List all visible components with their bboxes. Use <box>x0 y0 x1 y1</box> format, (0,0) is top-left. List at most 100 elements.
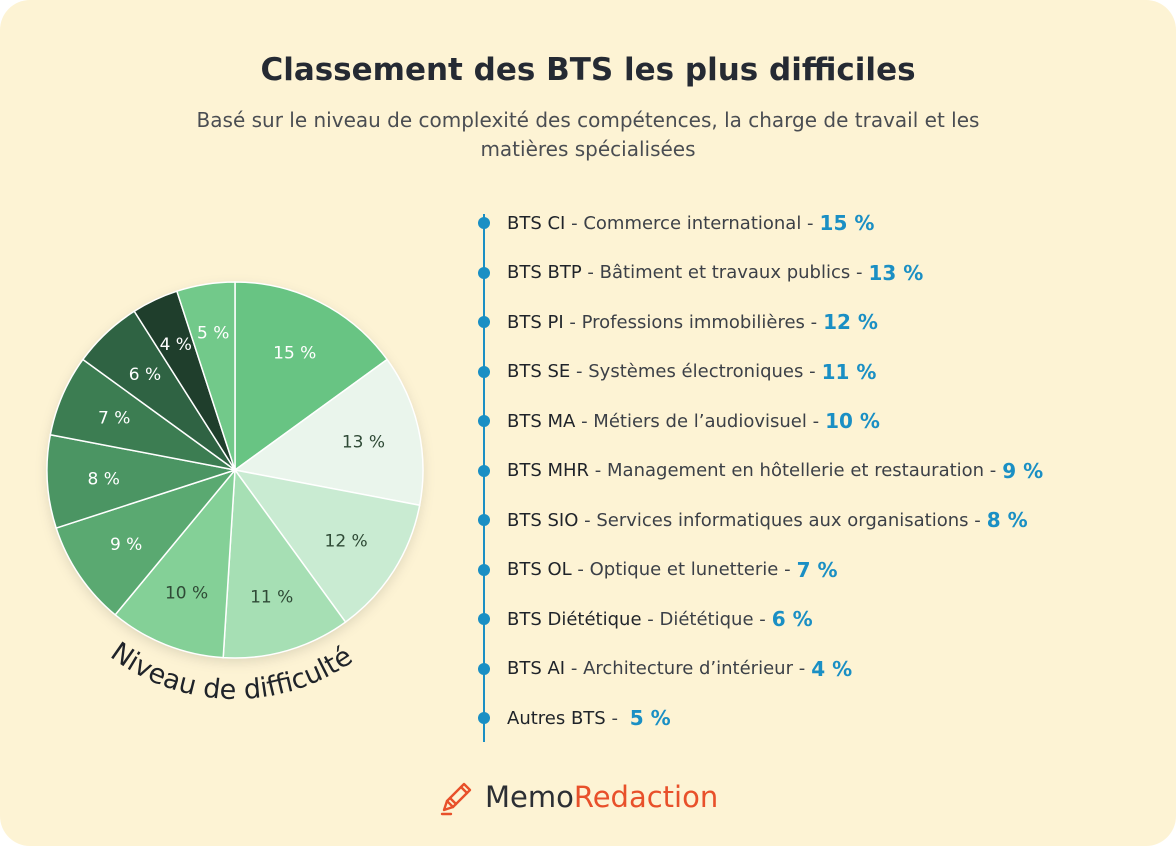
legend-code: BTS SIO <box>507 509 579 531</box>
bullet-dot <box>478 365 490 378</box>
legend-code: BTS CI <box>507 212 566 234</box>
legend-separator: - <box>778 559 791 580</box>
pie-slice-label: 9 % <box>110 535 142 555</box>
legend-separator: - <box>968 509 981 531</box>
legend-item: BTS PI - Professions immobilières -12 % <box>478 310 878 334</box>
legend-item: BTS SIO - Services informatiques aux org… <box>478 508 1028 532</box>
legend-item: BTS OL - Optique et lunetterie -7 % <box>478 557 838 582</box>
legend-timeline <box>483 214 485 742</box>
legend-description: Bâtiment et travaux publics <box>599 262 851 283</box>
brand-name-part1: Memo <box>485 780 574 814</box>
legend-percent: 11 % <box>821 359 877 384</box>
bullet-dot <box>478 415 490 427</box>
legend-description: Systèmes électroniques <box>588 361 804 382</box>
legend-separator: - <box>792 658 806 679</box>
bullet-dot <box>478 563 490 576</box>
pie-slice-label: 7 % <box>98 409 130 429</box>
legend-separator: - <box>578 509 597 531</box>
legend-separator: - <box>753 608 766 630</box>
legend-description: Métiers de l’audiovisuel <box>593 410 807 432</box>
bullet-dot <box>478 266 490 279</box>
legend-code: BTS OL <box>507 559 572 580</box>
bullet-dot <box>478 514 490 526</box>
legend-separator: - <box>565 212 584 234</box>
legend-separator: - <box>803 361 816 382</box>
legend-item: BTS Diététique - Diététique -6 % <box>478 607 813 631</box>
legend-item: BTS AI - Architecture d’intérieur -4 % <box>478 656 853 681</box>
pie-chart: 15 %13 %12 %11 %10 %9 %8 %7 %6 %4 %5 % N… <box>46 281 424 706</box>
legend-item: BTS BTP - Bâtiment et travaux publics -1… <box>478 260 924 285</box>
legend-percent: 12 % <box>823 310 878 334</box>
legend-percent: 9 % <box>1002 458 1044 483</box>
legend-separator: - <box>806 410 820 432</box>
legend-code: BTS SE <box>507 361 571 382</box>
legend-separator: - <box>581 262 600 283</box>
legend-description: Optique et lunetterie <box>589 559 779 580</box>
pie-slice-label: 12 % <box>325 532 368 552</box>
legend-item: BTS MHR - Management en hôtellerie et re… <box>478 458 1044 483</box>
legend-percent: 5 % <box>629 706 671 730</box>
legend-percent: 15 % <box>819 211 875 235</box>
bullet-dot <box>478 464 490 477</box>
legend-separator: - <box>801 212 814 234</box>
legend-percent: 10 % <box>825 409 880 433</box>
legend-description: Services informatiques aux organisations <box>596 509 969 531</box>
legend-description: Commerce international <box>583 212 802 234</box>
legend-description: Diététique <box>659 608 754 630</box>
legend-description: Professions immobilières <box>581 311 805 333</box>
page-subtitle: Basé sur le niveau de complexité des com… <box>196 108 980 161</box>
pie-slice <box>55 468 238 616</box>
legend-separator: - <box>804 311 818 333</box>
legend-separator: - <box>563 311 582 333</box>
legend-separator: - <box>565 658 584 679</box>
legend-code: BTS MA <box>507 410 576 432</box>
brand-logo: MemoRedaction <box>437 772 718 822</box>
pie-slice-label: 13 % <box>342 432 385 452</box>
legend-separator: - <box>589 460 608 481</box>
pie-slice-label: 10 % <box>165 583 208 603</box>
pie-slice <box>234 281 389 472</box>
pie-slice <box>46 433 236 530</box>
bullet-dot <box>478 712 490 724</box>
legend-item: BTS SE - Systèmes électroniques -11 % <box>478 359 877 384</box>
pie-slice <box>114 467 236 659</box>
pie-slice-label: 15 % <box>273 344 316 364</box>
legend-percent: 6 % <box>771 607 813 631</box>
pie-slice-label: 8 % <box>87 469 119 489</box>
pie-slice <box>233 468 421 624</box>
legend-separator: - <box>571 559 590 580</box>
page-title: Classement des BTS les plus difficiles <box>260 52 916 88</box>
pencil-icon <box>440 782 472 816</box>
legend-item: BTS MA - Métiers de l’audiovisuel -10 % <box>478 409 880 433</box>
legend-code: BTS BTP <box>507 262 582 283</box>
legend-percent: 4 % <box>811 656 853 681</box>
pie-slice <box>233 358 424 507</box>
pie-slice <box>175 281 236 471</box>
bullet-dot <box>478 662 490 675</box>
legend-item: BTS CI - Commerce international -15 % <box>478 211 875 235</box>
legend-code: BTS AI <box>507 658 566 679</box>
legend-code: BTS PI <box>507 311 564 333</box>
pie-slice-label: 5 % <box>197 324 229 344</box>
brand-name-part2: Redaction <box>573 780 719 814</box>
legend-item: Autres BTS - 5 % <box>478 706 671 730</box>
legend-code: BTS MHR <box>507 460 590 481</box>
pie-slice <box>222 467 347 659</box>
legend-code: BTS Diététique <box>507 608 642 630</box>
pie-slice-label: 6 % <box>129 365 161 385</box>
legend-percent: 8 % <box>986 508 1028 532</box>
brand-name: MemoRedaction <box>485 780 718 814</box>
bullet-dot <box>478 217 490 229</box>
legend-separator: - <box>641 608 660 630</box>
bullet-dot <box>478 613 490 625</box>
legend-code: Autres BTS <box>507 707 606 729</box>
legend-separator: - <box>984 460 997 481</box>
legend-percent: 7 % <box>796 557 838 582</box>
pie-slice-label: 4 % <box>160 335 192 355</box>
legend-percent: 13 % <box>868 260 924 285</box>
pie-slice-label: 11 % <box>250 587 293 607</box>
legend-separator: - <box>850 262 863 283</box>
legend-separator: - <box>575 410 594 432</box>
legend-description: Management en hôtellerie et restauration <box>607 460 985 481</box>
